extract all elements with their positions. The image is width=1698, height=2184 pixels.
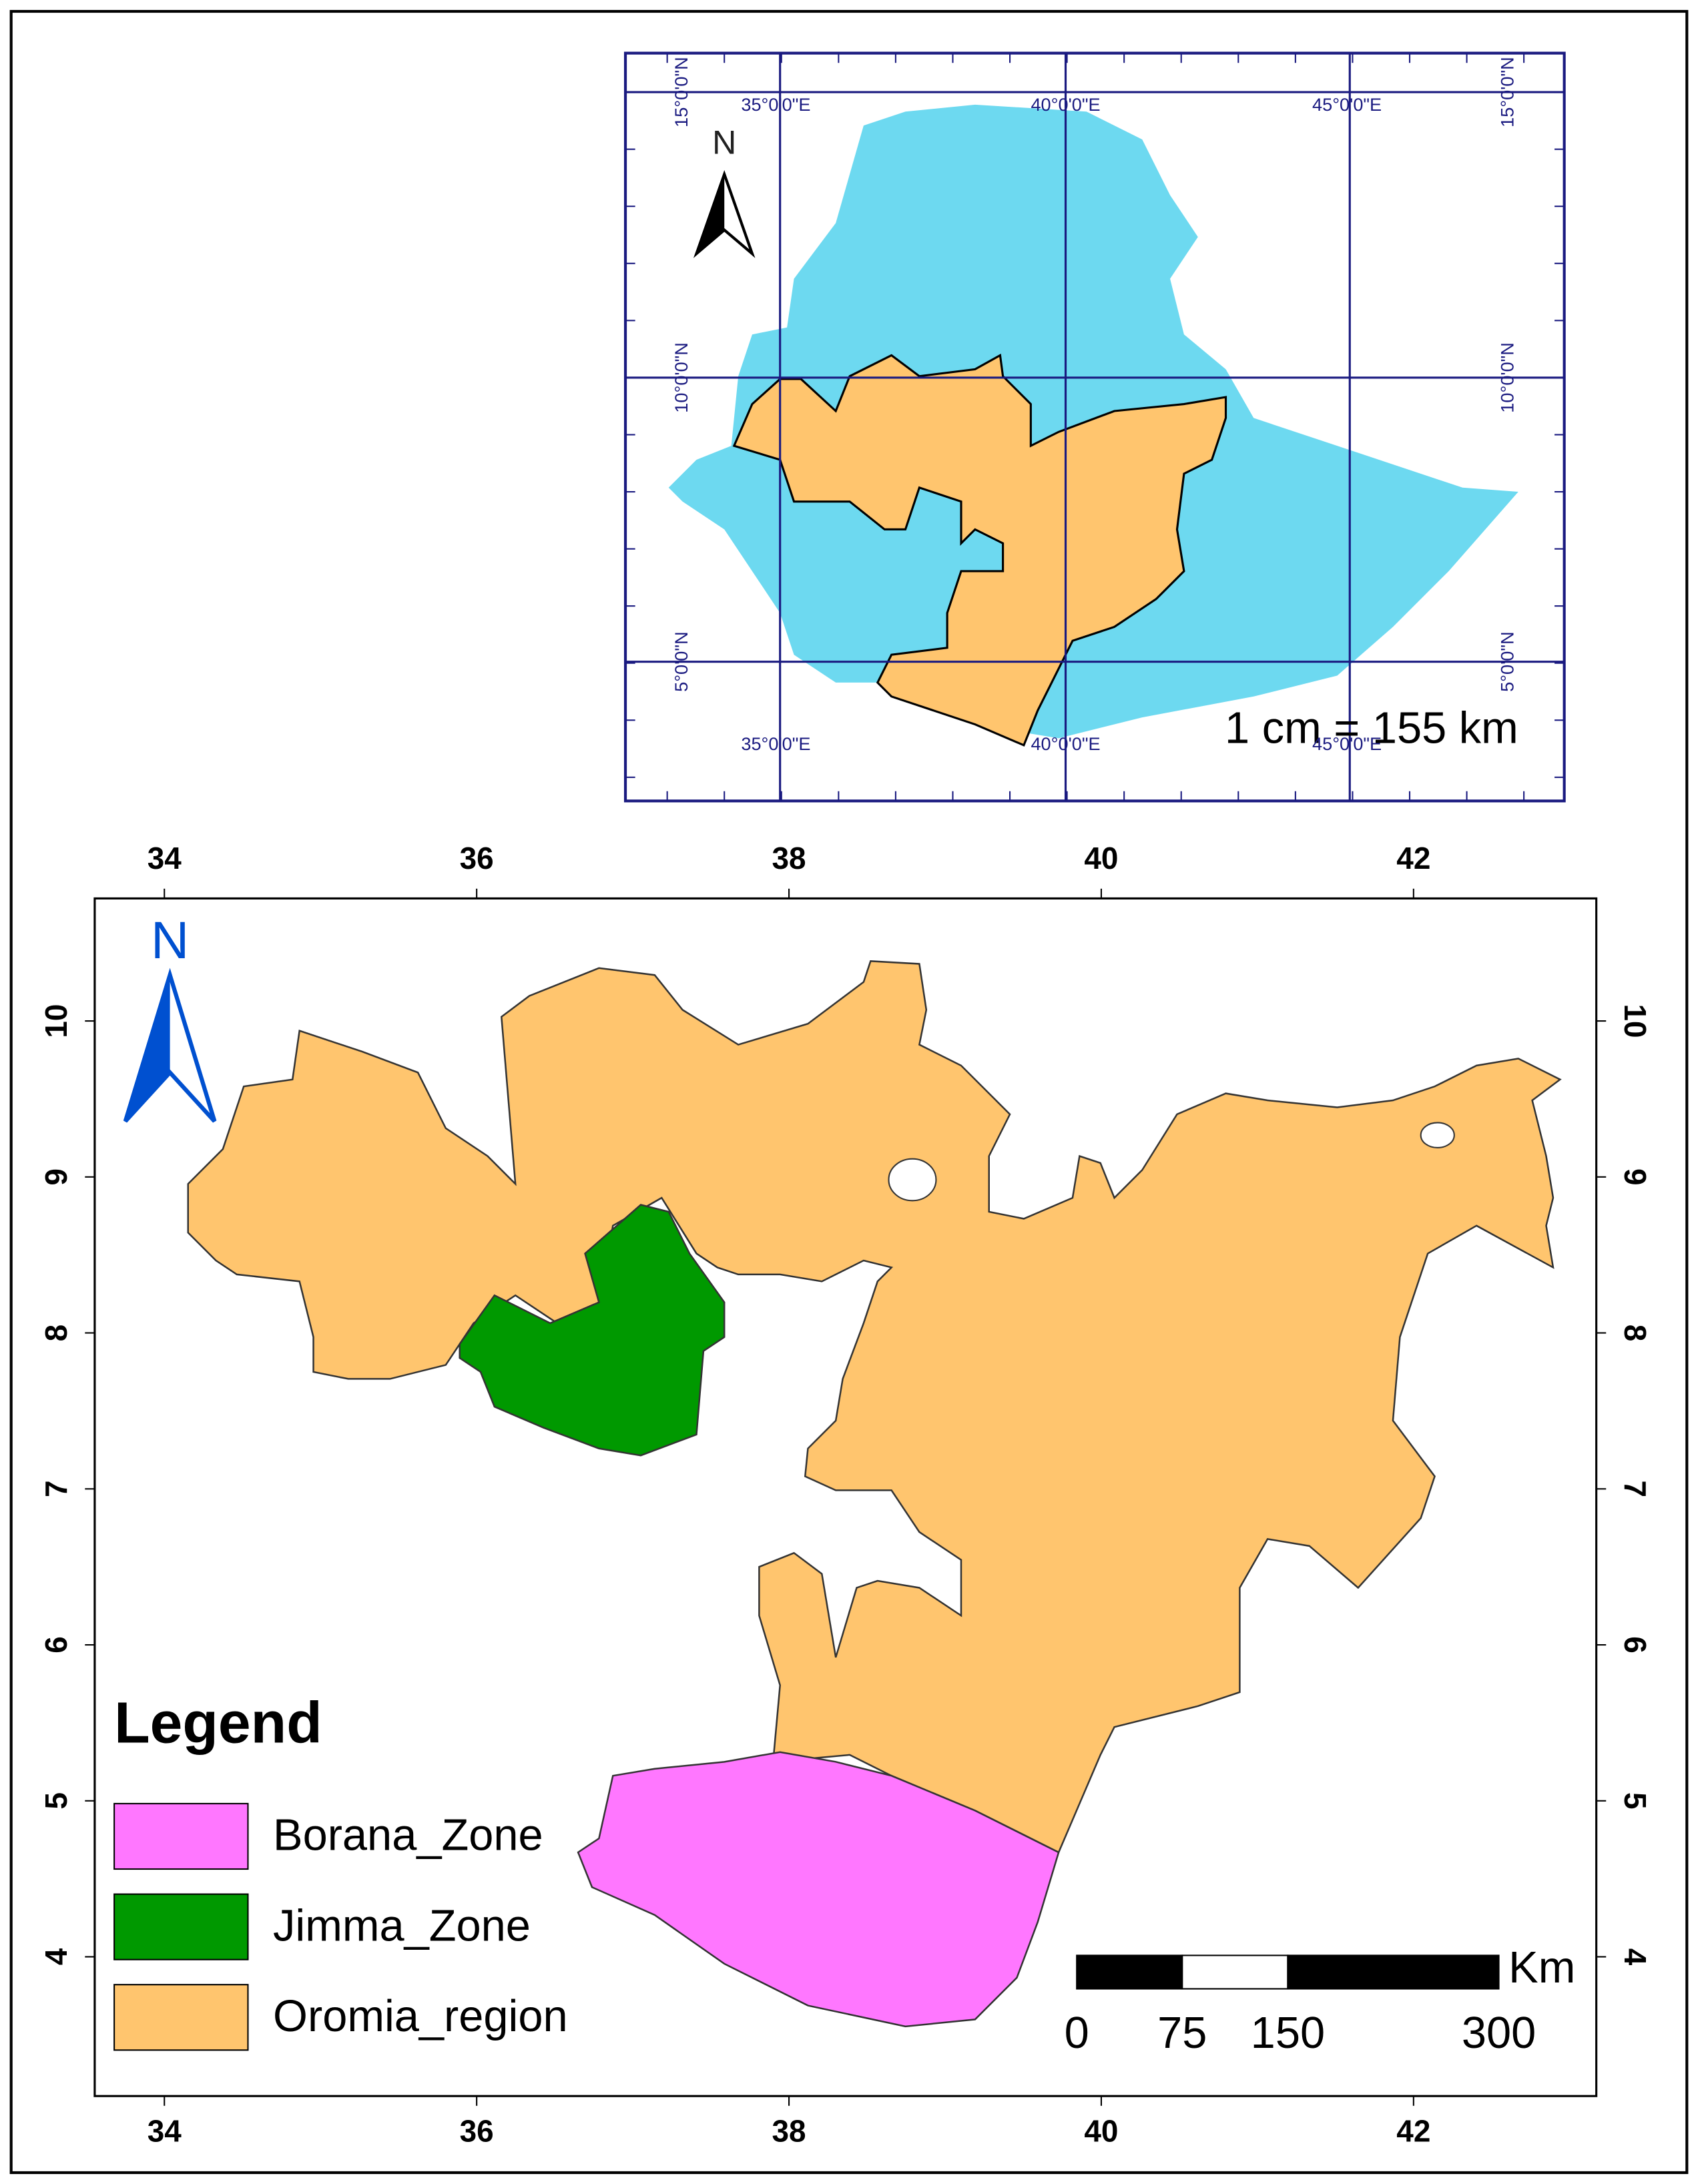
lat-label: 5°0'0"N <box>671 631 691 692</box>
lon-label: 40°0'0"E <box>1031 94 1100 115</box>
x-tick-label: 36 <box>460 841 494 875</box>
x-tick-label: 38 <box>772 2114 806 2149</box>
lat-label: 5°0'0"N <box>1496 631 1517 692</box>
legend: Legend Borana_Zone Jimma_Zone Oromia_regio… <box>113 1690 568 2051</box>
y-tick-label: 4 <box>1618 1948 1653 1966</box>
oromia-shape <box>187 960 1562 1854</box>
y-tick-label: 5 <box>1618 1792 1653 1810</box>
y-tick-label: 9 <box>1618 1168 1653 1186</box>
inset-north-arrow: N <box>693 124 756 258</box>
lon-label: 45°0'0"E <box>1312 94 1382 115</box>
lat-label: 15°0'0"N <box>671 57 691 127</box>
north-label: N <box>712 124 736 161</box>
legend-swatch <box>113 1802 249 1870</box>
y-tick-label: 7 <box>1618 1481 1653 1498</box>
legend-swatch <box>113 1893 249 1960</box>
scale-bar: Km 0 75 150 300 <box>1065 1943 1576 2058</box>
lon-label: 40°0'0"E <box>1031 733 1100 754</box>
scale-label: 150 <box>1251 2009 1325 2058</box>
lat-label: 10°0'0"N <box>1496 342 1517 413</box>
legend-title: Legend <box>114 1690 322 1755</box>
y-tick-label: 10 <box>39 1004 73 1038</box>
arrow-half <box>696 174 725 254</box>
x-tick-label: 40 <box>1084 2114 1118 2149</box>
hole <box>1420 1122 1455 1149</box>
borana-shape <box>577 1751 1060 2028</box>
outer-frame <box>9 9 1689 2175</box>
north-label: N <box>151 910 189 970</box>
y-tick-label: 7 <box>39 1481 73 1498</box>
x-tick-label: 34 <box>148 841 182 875</box>
lat-label: 15°0'0"N <box>1496 57 1517 127</box>
x-tick-label: 36 <box>460 2114 494 2149</box>
y-tick-label: 6 <box>39 1636 73 1654</box>
inset-scale-text: 1 cm = 155 km <box>1225 704 1518 753</box>
scale-label: 75 <box>1157 2009 1207 2058</box>
lat-label: 10°0'0"N <box>671 342 691 413</box>
y-tick-label: 6 <box>1618 1636 1653 1654</box>
x-tick-label: 42 <box>1396 2114 1430 2149</box>
lon-label: 35°0'0"E <box>741 94 810 115</box>
main-north-arrow: N <box>123 910 217 1123</box>
y-tick-label: 5 <box>39 1792 73 1810</box>
legend-label: Borana_Zone <box>273 1811 543 1860</box>
graticule <box>625 53 1565 801</box>
scale-label: 300 <box>1462 2009 1536 2058</box>
lon-label: 45°0'0"E <box>1312 733 1382 754</box>
y-tick-label: 4 <box>39 1948 73 1965</box>
legend-label: Jimma_Zone <box>273 1901 531 1950</box>
hole <box>888 1158 937 1202</box>
scale-segment <box>1076 1954 1183 1990</box>
y-tick-label: 10 <box>1618 1004 1653 1038</box>
inset-map: N 1 cm = 155 km 35°0'0"E 35°0'0"E 40°0'0"E… <box>623 51 1566 803</box>
legend-swatch <box>113 1984 249 2051</box>
x-tick-label: 38 <box>772 841 806 875</box>
x-tick-label: 42 <box>1396 841 1430 875</box>
y-tick-label: 8 <box>39 1325 73 1342</box>
y-tick-label: 9 <box>39 1168 73 1186</box>
scale-segment <box>1181 1954 1289 1990</box>
legend-label: Oromia_region <box>273 1992 568 2041</box>
scale-segment <box>1287 1954 1500 1990</box>
x-tick-label: 40 <box>1084 841 1118 875</box>
region-shape <box>732 354 1227 747</box>
x-tick-label: 34 <box>148 2114 182 2149</box>
lon-label: 35°0'0"E <box>741 733 810 754</box>
y-tick-label: 8 <box>1618 1325 1653 1342</box>
scale-unit: Km <box>1508 1943 1575 1992</box>
scale-label: 0 <box>1065 2009 1089 2058</box>
jimma-shape <box>459 1204 726 1457</box>
